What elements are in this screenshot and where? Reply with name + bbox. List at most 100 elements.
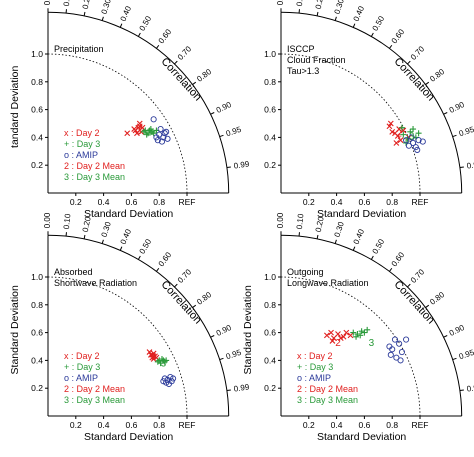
corr-tick-label: 0.20 — [314, 0, 326, 10]
legend-entry: 2 : Day 2 Mean — [64, 161, 125, 171]
marker-day3 — [357, 332, 364, 339]
x-tick-label: 0.8 — [153, 197, 165, 207]
marker-day3 — [150, 130, 157, 137]
marker-day2 — [340, 333, 347, 340]
panel-isccp-cloud-fraction: 0.2 0.2 0.4 0.4 0.6 0.6 0.8 0.8 1.0 REF 0.00 0.10 0.… — [264, 0, 474, 220]
legend-entry: x : Day 2 — [64, 351, 100, 361]
corr-tick — [210, 112, 215, 115]
y-tick-label: 0.6 — [264, 328, 276, 338]
corr-tick — [83, 234, 86, 240]
x-tick-label: 0.2 — [70, 420, 82, 430]
corr-tick-label: 0.10 — [295, 0, 306, 7]
corr-tick — [425, 304, 430, 308]
x-tick-label: 0.4 — [331, 420, 343, 430]
corr-tick — [389, 44, 393, 49]
marker-day3 — [364, 326, 371, 333]
corr-tick — [407, 283, 411, 288]
corr-tick — [83, 11, 86, 17]
marker-day2 — [150, 356, 157, 362]
x-tick-label: 0.6 — [125, 420, 137, 430]
corr-tick-label: 0.80 — [428, 67, 446, 84]
x-axis-label: Standard Deviation — [84, 208, 173, 220]
y-tick-label: 0.6 — [31, 105, 43, 115]
ref-label: REF — [412, 420, 429, 430]
marker-day2 — [136, 120, 143, 127]
corr-tick-label: 0.50 — [138, 14, 154, 32]
marker-amip — [157, 126, 164, 133]
y-axis-label: tandard Deviation — [9, 66, 21, 148]
marker-amip — [398, 349, 405, 356]
corr-tick — [137, 255, 141, 260]
corr-tick-label: 0.80 — [195, 290, 213, 307]
legend-entry: o : AMIP — [64, 373, 98, 383]
y-tick-label: 0.4 — [264, 355, 276, 365]
corr-tick-label: 0.95 — [225, 348, 243, 362]
ref-label: REF — [412, 197, 429, 207]
corr-tick-label: 0.95 — [458, 348, 474, 362]
marker-day3 — [154, 358, 161, 365]
legend-entry: 3 : Day 3 Mean — [64, 395, 125, 405]
marker-day2 — [149, 351, 156, 358]
corr-tick — [316, 234, 319, 240]
marker-amip — [161, 130, 168, 137]
marker-amip — [163, 128, 170, 135]
corr-tick-label: 0.99 — [233, 159, 250, 170]
marker-day2 — [389, 128, 396, 135]
marker-day2 — [337, 335, 344, 342]
corr-tick-label: 0.99 — [466, 159, 474, 170]
marker-amip — [414, 146, 421, 153]
marker-day3 — [353, 333, 360, 340]
x-tick-label: 0.4 — [98, 420, 110, 430]
corr-tick — [443, 112, 448, 115]
x-tick-label: 0.4 — [98, 197, 110, 207]
marker-day3 — [147, 126, 154, 133]
outer-arc — [47, 234, 230, 417]
marker-day3 — [354, 330, 361, 337]
y-tick-label: 1.0 — [264, 49, 276, 59]
marker-day2-mean: 2 — [396, 129, 402, 140]
marker-day2 — [393, 140, 400, 146]
marker-day3 — [145, 130, 152, 137]
corr-tick-label: 0.20 — [314, 215, 326, 233]
corr-tick-label: 0.70 — [176, 267, 194, 285]
legend-entry: + : Day 3 — [64, 362, 100, 372]
corr-tick — [137, 32, 141, 37]
marker-amip — [170, 375, 177, 382]
x-tick-label: 0.4 — [331, 197, 343, 207]
marker-day3 — [143, 131, 150, 138]
ref-arc — [47, 53, 188, 194]
corr-tick — [119, 23, 123, 28]
x-tick-label: 0.2 — [70, 197, 82, 207]
corr-tick — [316, 11, 319, 17]
marker-day3 — [149, 128, 156, 135]
x-tick-label: 0.6 — [358, 197, 370, 207]
ref-label: REF — [179, 420, 196, 430]
marker-day3-mean: 3 — [369, 338, 375, 349]
corr-tick-label: 0.00 — [276, 0, 285, 5]
legend-entry: + : Day 3 — [297, 362, 333, 372]
marker-day3 — [398, 124, 405, 131]
corr-tick-label: 0.95 — [458, 125, 474, 139]
corr-tick-label: 0.00 — [276, 212, 285, 228]
marker-amip — [396, 340, 403, 347]
corr-tick-label: 0.60 — [390, 27, 407, 45]
marker-day2 — [387, 120, 394, 127]
corr-tick — [101, 239, 104, 244]
corr-tick-label: 0.00 — [43, 0, 52, 5]
y-tick-label: 1.0 — [264, 272, 276, 282]
marker-amip — [391, 336, 399, 343]
corr-tick — [210, 335, 215, 338]
corr-tick-label: 0.60 — [390, 250, 407, 268]
y-tick-label: 0.2 — [264, 160, 276, 170]
corr-tick-label: 0.20 — [81, 215, 93, 233]
corr-tick — [174, 60, 178, 65]
outer-arc — [280, 11, 463, 194]
corr-tick-label: 0.40 — [352, 4, 367, 22]
marker-day2 — [394, 133, 401, 139]
corr-tick-label: 0.10 — [62, 213, 73, 230]
marker-amip — [415, 137, 422, 144]
corr-tick — [389, 267, 393, 272]
marker-day2 — [386, 123, 393, 130]
corr-tick-label: 0.80 — [428, 290, 446, 307]
corr-tick — [119, 246, 123, 251]
